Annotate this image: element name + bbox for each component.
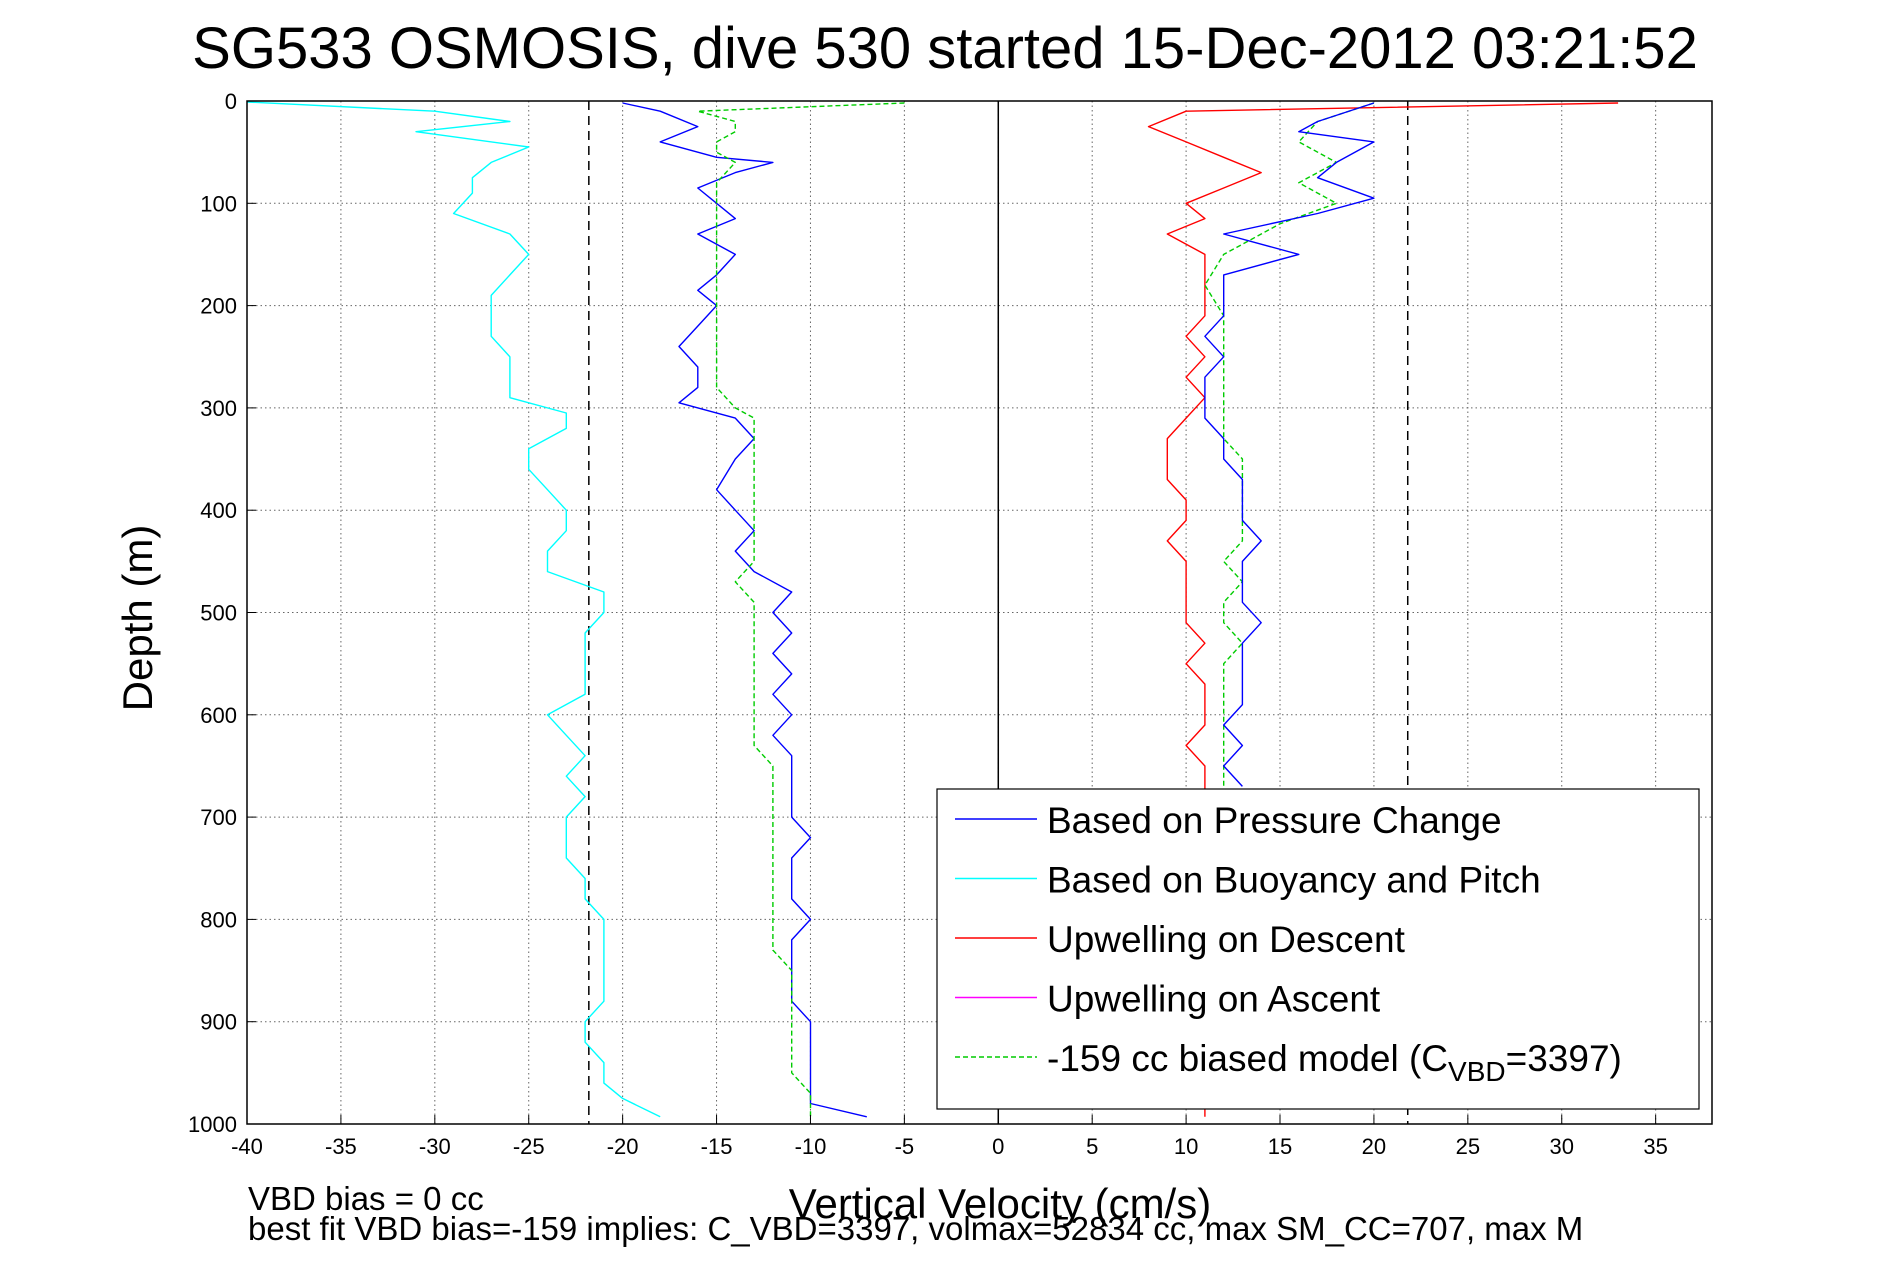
y-tick-label: 200 (200, 294, 237, 319)
y-tick-label: 400 (200, 498, 237, 523)
series-line-pressure-ascent (1204, 102, 1375, 787)
x-tick-label: 10 (1174, 1134, 1198, 1159)
legend-box (936, 788, 1700, 1110)
y-axis-label: Depth (m) (114, 525, 161, 712)
x-tick-label: 25 (1456, 1134, 1480, 1159)
x-tick-label: -40 (231, 1134, 263, 1159)
x-tick-label: -35 (325, 1134, 357, 1159)
y-tick-labels: 0 100 200 300 400 500 600 700 800 900 1000 (188, 89, 256, 1137)
legend-label-upwelling-on-descent: Upwelling on Descent (1047, 919, 1406, 960)
y-tick-label: 500 (200, 601, 237, 626)
series-line-based-on-pressure-change (622, 102, 867, 1118)
y-tick-label: 100 (200, 191, 237, 216)
x-axis-label: Vertical Velocity (cm/s) (789, 1180, 1211, 1227)
x-tick-label: 0 (992, 1134, 1004, 1159)
legend-label-based-on-buoyancy-and-pitch: Based on Buoyancy and Pitch (1047, 860, 1541, 901)
x-tick-label: -20 (607, 1134, 639, 1159)
y-tick-label: 0 (225, 89, 237, 114)
x-tick-label: -30 (419, 1134, 451, 1159)
y-tick-label: 900 (200, 1010, 237, 1035)
y-tick-label: 700 (200, 805, 237, 830)
series-line-159-cc-biased-model-ascent (1204, 102, 1375, 787)
x-tick-label: 35 (1643, 1134, 1667, 1159)
best-fit-note: best fit VBD bias=-159 implies: C_VBD=33… (248, 1210, 1583, 1247)
x-tick-label: -25 (513, 1134, 545, 1159)
y-tick-label: 1000 (188, 1112, 237, 1137)
series-line-based-on-buoyancy-and-pitch (246, 101, 661, 1118)
x-tick-label: 30 (1550, 1134, 1574, 1159)
y-tick-label: 600 (200, 703, 237, 728)
x-tick-label: -10 (795, 1134, 827, 1159)
y-tick-label: 800 (200, 907, 237, 932)
x-tick-label: 20 (1362, 1134, 1386, 1159)
x-tick-label: 5 (1086, 1134, 1098, 1159)
legend-label-upwelling-on-ascent: Upwelling on Ascent (1047, 979, 1381, 1020)
x-tick-label: -15 (701, 1134, 733, 1159)
y-tick-label: 300 (200, 396, 237, 421)
x-tick-label: 15 (1268, 1134, 1292, 1159)
legend-label-159-cc-biased-model-c: -159 cc biased model (CVBD=3397) (1047, 1038, 1622, 1087)
series-line-159-cc-biased-model-c-vbd-3397 (697, 102, 905, 1117)
x-tick-label: -5 (895, 1134, 915, 1159)
legend: Based on Pressure Change Based on Buoyanc… (936, 788, 1700, 1110)
vbd-bias-note: VBD bias = 0 cc (248, 1180, 484, 1217)
x-tick-labels: -40 -35 -30 -25 -20 -15 -10 -5 0 5 10 15 20 25 30 35 (231, 1115, 1668, 1159)
legend-label-based-on-pressure-change: Based on Pressure Change (1047, 800, 1502, 841)
chart-title: SG533 OSMOSIS, dive 530 started 15-Dec-2… (192, 16, 1698, 81)
